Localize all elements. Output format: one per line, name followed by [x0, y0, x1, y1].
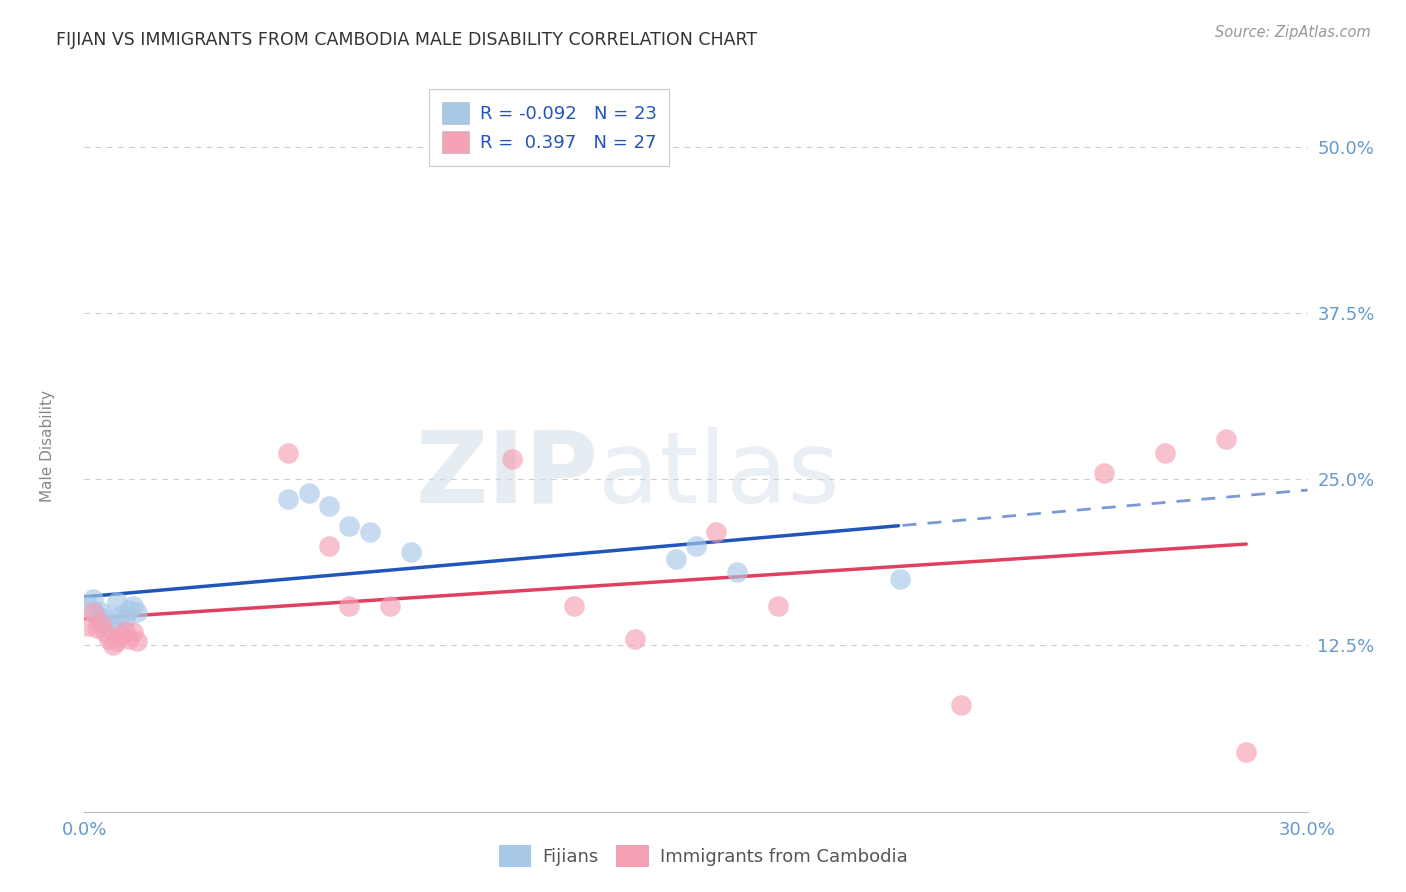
Point: [1215, 433, 1237, 447]
Point: [118, 632, 141, 646]
Point: [318, 539, 340, 553]
Point: [97, 618, 120, 632]
Point: [86, 621, 108, 635]
Point: [90, 615, 112, 630]
Point: [82, 605, 104, 619]
Point: [118, 602, 141, 616]
Point: [77, 618, 100, 632]
Point: [562, 599, 585, 613]
Text: atlas: atlas: [598, 426, 839, 524]
Point: [380, 599, 402, 613]
Point: [105, 634, 128, 648]
Text: Source: ZipAtlas.com: Source: ZipAtlas.com: [1215, 25, 1371, 40]
Point: [706, 525, 728, 540]
Point: [359, 525, 381, 540]
Point: [77, 599, 100, 613]
Point: [725, 566, 748, 580]
Point: [1154, 445, 1177, 459]
Point: [624, 632, 647, 646]
Point: [82, 591, 104, 606]
Point: [105, 594, 128, 608]
Point: [950, 698, 973, 713]
Point: [298, 485, 321, 500]
Point: [502, 452, 524, 467]
Point: [101, 639, 124, 653]
Point: [93, 612, 115, 626]
Legend: Fijians, Immigrants from Cambodia: Fijians, Immigrants from Cambodia: [492, 838, 914, 874]
Point: [339, 518, 361, 533]
Point: [665, 552, 688, 566]
Text: Male Disability: Male Disability: [41, 390, 55, 502]
Point: [110, 629, 132, 643]
Point: [277, 445, 299, 459]
Point: [101, 615, 124, 630]
Point: [889, 572, 911, 586]
Point: [399, 545, 422, 559]
Point: [114, 612, 136, 626]
Point: [127, 605, 149, 619]
Point: [122, 625, 145, 640]
Text: ZIP: ZIP: [415, 426, 598, 524]
Point: [685, 539, 707, 553]
Point: [1236, 745, 1258, 759]
Point: [127, 634, 149, 648]
Point: [110, 607, 132, 622]
Point: [93, 625, 115, 640]
Point: [97, 632, 120, 646]
Legend: R = -0.092   N = 23, R =  0.397   N = 27: R = -0.092 N = 23, R = 0.397 N = 27: [429, 89, 669, 166]
Point: [1092, 466, 1115, 480]
Point: [318, 499, 340, 513]
Point: [339, 599, 361, 613]
Point: [86, 607, 108, 622]
Point: [114, 624, 136, 638]
Text: FIJIAN VS IMMIGRANTS FROM CAMBODIA MALE DISABILITY CORRELATION CHART: FIJIAN VS IMMIGRANTS FROM CAMBODIA MALE …: [56, 31, 758, 49]
Point: [90, 605, 112, 619]
Point: [122, 599, 145, 613]
Point: [277, 492, 299, 507]
Point: [766, 599, 789, 613]
